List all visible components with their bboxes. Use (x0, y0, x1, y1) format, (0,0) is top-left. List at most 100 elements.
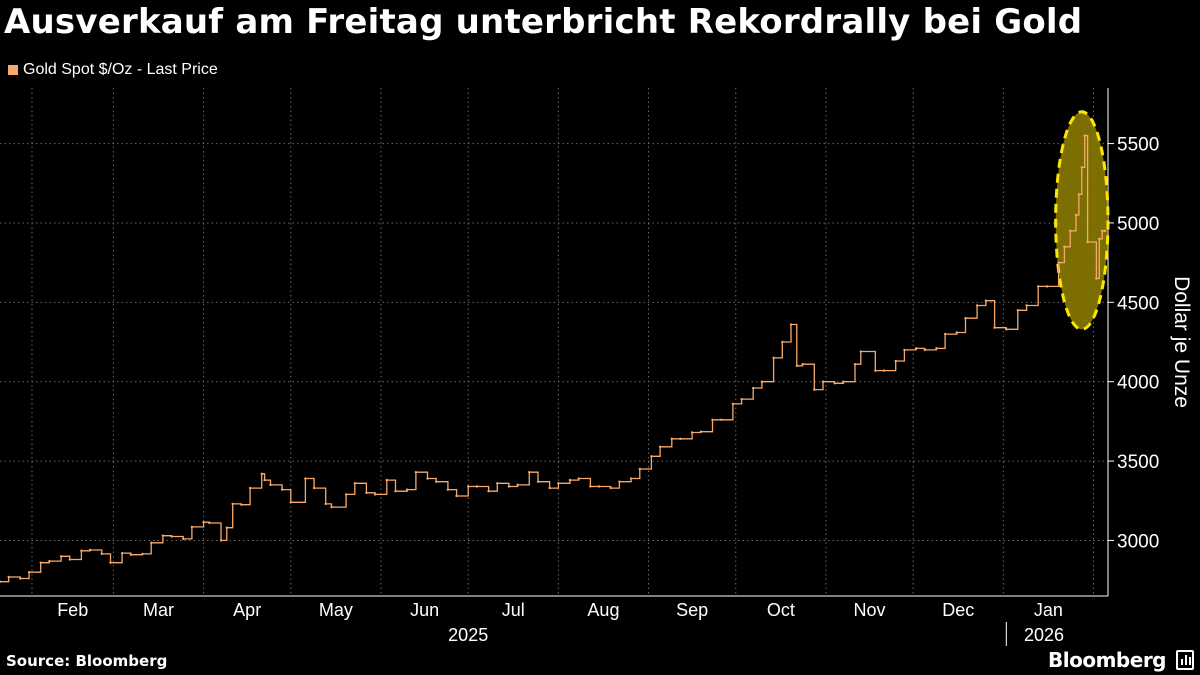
gold-price-point (353, 482, 356, 485)
gold-price-point (679, 437, 682, 441)
gold-price-point (955, 331, 958, 334)
gold-price-point (129, 553, 133, 556)
gold-price-point (7, 575, 10, 579)
gold-price-point (507, 485, 511, 488)
y-tick-label: 5000 (1117, 214, 1159, 235)
gold-price-point (670, 437, 673, 441)
gold-price-point (720, 418, 723, 421)
x-tick-label: Jan (1034, 600, 1063, 620)
y-tick-label: 3000 (1117, 531, 1159, 552)
gold-price-point (475, 485, 479, 488)
gold-price-point (589, 485, 592, 488)
gold-price-point (548, 486, 551, 490)
gold-price-point (516, 483, 519, 487)
gold-price-point (1045, 285, 1049, 288)
gold-price-point (385, 478, 388, 482)
gold-price-point (231, 502, 234, 506)
gold-price-point (795, 364, 799, 368)
gold-price-point (984, 299, 988, 302)
gold-price-point (225, 526, 229, 529)
gold-price-point (365, 491, 368, 495)
gold-price-point (202, 520, 205, 524)
gold-price-point (853, 363, 857, 366)
gold-price-point (161, 534, 165, 537)
gold-price-point (528, 470, 531, 474)
gold-price-point (772, 356, 775, 360)
gold-price-point (0, 580, 2, 583)
gold-price-point (731, 402, 735, 406)
x-tick-label: Jun (410, 600, 439, 620)
gold-price-point (150, 541, 153, 545)
gold-price-point (467, 485, 470, 488)
gold-price-point (446, 488, 450, 491)
gold-price-point (1100, 229, 1104, 233)
gold-price-point (19, 577, 22, 580)
gold-price-point (240, 503, 243, 506)
gold-price-point (903, 348, 906, 352)
x-tick-label: Sep (676, 600, 708, 620)
gold-price-point (1080, 166, 1084, 169)
gold-price-point (1086, 240, 1089, 244)
gold-price-point (405, 488, 409, 491)
x-tick-label: Apr (233, 600, 261, 620)
gold-price-point (1095, 277, 1098, 280)
gold-price-point (263, 478, 266, 482)
gold-price-point (289, 501, 293, 504)
gold-price-point (650, 455, 653, 458)
legend: Gold Spot $/Oz - Last Price (8, 60, 218, 80)
gold-price-point (1098, 237, 1101, 241)
gold-price-point (48, 559, 51, 563)
gold-price-point (190, 525, 194, 529)
gold-price-point (964, 316, 967, 320)
gold-price-point (801, 363, 804, 366)
gold-price-point (324, 502, 327, 506)
gold-price-point (1025, 304, 1028, 307)
gold-price-point (1057, 261, 1060, 264)
bloomberg-logo: Bloomberg (1048, 648, 1166, 672)
gold-price-point (1068, 229, 1072, 233)
gold-price-point (39, 561, 42, 564)
gold-price-point (208, 521, 211, 525)
gold-price-point (859, 350, 863, 353)
legend-swatch (8, 65, 18, 75)
gold-price-point (426, 477, 429, 480)
x-tick-label: Feb (57, 600, 88, 620)
legend-label: Gold Spot $/Oz - Last Price (23, 61, 218, 78)
x-tick-label: Mar (143, 600, 174, 620)
gold-price-point (993, 326, 996, 329)
gold-price-point (109, 561, 112, 564)
x-tick-label: Aug (587, 600, 619, 620)
gold-price-point (874, 369, 877, 372)
gold-price-point (1037, 285, 1040, 288)
gold-price-point (455, 494, 458, 498)
gold-price-point (80, 549, 83, 552)
gold-price-point (414, 470, 418, 474)
gold-price-point (943, 332, 947, 336)
gold-price-point (699, 430, 703, 433)
x-tick-label: Jul (502, 600, 525, 620)
y-tick-label: 4500 (1117, 293, 1159, 314)
gold-price-point (1103, 229, 1107, 233)
y-tick-label: 4000 (1117, 373, 1159, 394)
gold-price-point (1005, 328, 1008, 331)
gold-price-point (219, 539, 223, 542)
gold-price-point (781, 340, 784, 344)
gold-price-point (68, 558, 71, 561)
y-tick-label: 5500 (1117, 135, 1159, 156)
gold-price-point (577, 477, 580, 480)
gold-price-point (752, 386, 755, 390)
gold-price-point (1063, 245, 1066, 248)
gold-price-point (394, 490, 397, 493)
gold-price-point (344, 493, 348, 496)
gold-price-point (923, 348, 926, 352)
gold-price-point (690, 431, 694, 434)
gold-price-point (975, 304, 979, 307)
gold-price-point (536, 480, 540, 483)
gold-price-point (760, 380, 764, 383)
gold-price-point (609, 486, 612, 490)
gold-price-point (833, 382, 836, 385)
gold-price-point (557, 482, 560, 485)
gold-price-point (935, 347, 938, 350)
gold-price-point (27, 570, 31, 574)
